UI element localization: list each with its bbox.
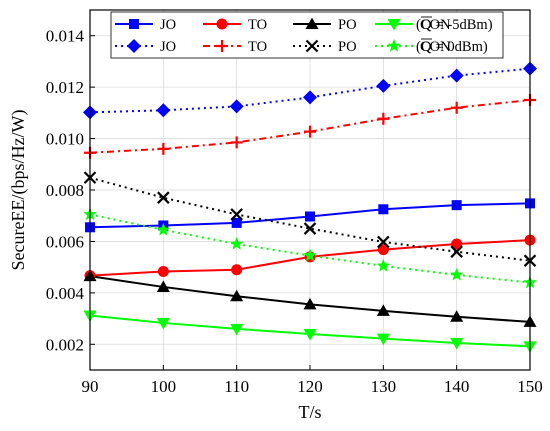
legend-label: PO [338,17,357,33]
legend-marker [387,19,401,31]
grid [89,10,531,370]
y-axis-label: SecureEE/(bps/Hz/W) [8,110,29,271]
data-point-to-0 [157,266,169,278]
x-axis-label: T/s [298,402,321,422]
data-point-jo-0 [231,217,242,228]
data-point-con-0 [376,333,390,346]
data-point-po-1 [157,191,170,204]
legend: JO TO PO CON(Q = -5dBm)JO TO PO CON(Q = 0dBm) [110,11,504,59]
data-point-po-1 [377,235,390,249]
data-point-con-0 [230,323,244,336]
legend-label: JO [160,17,176,33]
legend-condition-q: Q [421,39,432,55]
data-point-jo-1 [229,99,244,114]
y-tick-label: 0.014 [46,27,85,46]
legend-marker [129,19,139,29]
legend-condition-open: ( [416,39,421,55]
data-point-po-1 [450,245,463,258]
legend-label: CON [420,17,451,33]
data-point-con-1 [156,222,170,236]
data-point-con-0 [303,329,317,341]
data-point-jo-0 [305,211,315,222]
data-point-to-0 [451,238,463,250]
legend-marker [305,39,319,53]
data-point-to-1 [157,142,170,155]
legend-condition-q: Q [421,17,432,33]
data-point-jo-1 [376,78,391,93]
y-tick-label: 0.004 [46,284,85,303]
x-tick-label: 120 [297,377,323,396]
x-tick-label: 150 [517,377,543,396]
data-point-con-0 [156,317,170,330]
x-tick-label: 130 [371,377,397,396]
data-point-to-1 [230,136,243,149]
legend-marker [387,39,401,52]
data-point-jo-1 [449,68,464,83]
data-point-po-0 [450,310,464,322]
data-point-jo-0 [451,200,462,211]
data-point-to-1 [377,112,390,125]
y-tick-label: 0.002 [46,335,84,354]
data-point-po-1 [230,208,243,221]
data-point-to-0 [377,244,389,256]
data-point-to-1 [304,125,316,138]
data-point-po-0 [376,304,390,316]
y-tick-label: 0.010 [46,130,84,149]
data-point-po-0 [303,297,317,310]
x-tick-label: 110 [224,377,249,396]
x-tick-label: 100 [151,377,177,396]
legend-marker [127,39,141,53]
y-ticks: 0.002 0.004 0.006 0.008 0.010 0.012 0.014 [46,27,95,354]
x-tick-label: 140 [444,377,470,396]
y-tick-label: 0.008 [46,181,84,200]
legend-marker [216,40,228,52]
legend-label: TO [248,17,267,33]
legend-label: TO [248,39,267,55]
legend-marker [305,17,319,29]
data-point-con-1 [303,248,317,262]
data-point-to-1 [450,101,463,114]
data-point-jo-0 [378,204,389,215]
legend-condition-value: = -5dBm) [432,17,493,33]
data-point-jo-1 [156,103,171,118]
data-point-po-0 [230,289,244,302]
x-ticks: 90 100 110 120 130 140 150 [82,365,543,396]
x-tick-label: 90 [82,377,99,396]
data-point-con-1 [376,258,390,272]
data-point-con-1 [230,237,244,250]
data-point-po-1 [303,222,317,235]
y-tick-label: 0.006 [46,232,84,251]
legend-condition-value: = 0dBm) [432,39,488,55]
legend-condition-open: ( [416,17,421,33]
data-point-con-0 [450,338,464,350]
data-point-con-1 [450,267,464,281]
data-point-to-0 [231,264,243,276]
legend-label: CON [420,39,451,55]
data-point-po-0 [156,280,170,292]
data-point-jo-1 [303,90,317,105]
legend-label: JO [160,39,176,55]
legend-marker [216,18,228,30]
legend-label: PO [338,39,357,55]
y-tick-label: 0.012 [46,78,84,97]
